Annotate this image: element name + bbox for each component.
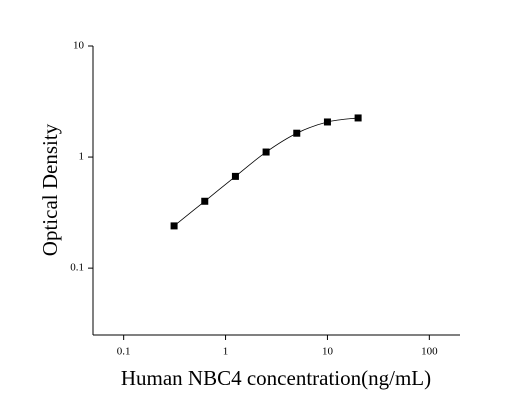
data-point [170, 222, 178, 230]
fit-curve [173, 117, 359, 227]
data-point [354, 114, 362, 122]
x-tick-label: 0.1 [117, 346, 131, 358]
data-point [323, 118, 331, 126]
y-tick-label: 10 [73, 40, 85, 52]
data-point [201, 197, 209, 205]
data-point [231, 172, 239, 180]
y-tick-label: 0.1 [70, 262, 84, 274]
y-axis-title: Optical Density [38, 123, 62, 256]
x-tick-label: 10 [322, 346, 334, 358]
x-axis-title: Human NBC4 concentration(ng/mL) [121, 366, 431, 390]
x-tick-label: 1 [223, 346, 229, 358]
data-point [262, 148, 270, 156]
y-tick-label: 1 [79, 151, 85, 163]
data-point [293, 129, 301, 137]
x-tick-label: 100 [421, 346, 438, 358]
